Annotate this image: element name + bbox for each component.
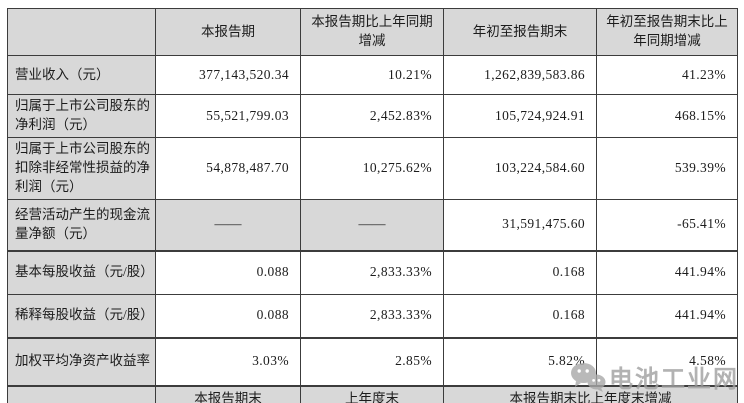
subheader-corner-cell — [7, 384, 156, 403]
table-row-operating-cash-flow: 经营活动产生的现金流量净额（元） —— —— 31,591,475.60 -65… — [7, 198, 738, 252]
cell-operating-cash-flow-ytd-yoy: -65.41% — [596, 198, 738, 252]
table-row-revenue: 营业收入（元） 377,143,520.34 10.21% 1,262,839,… — [7, 55, 738, 95]
table-row-diluted-eps: 稀释每股收益（元/股） 0.088 2,833.33% 0.168 441.94… — [7, 293, 738, 339]
cell-net-profit-yoy: 2,452.83% — [300, 94, 444, 138]
subheader-period-end-change: 本报告期末比上年度末增减 — [443, 384, 738, 403]
table-row-basic-eps: 基本每股收益（元/股） 0.088 2,833.33% 0.168 441.94… — [7, 249, 738, 295]
financial-summary-sheet: 本报告期 本报告期比上年同期增减 年初至报告期末 年初至报告期末比上年同期增减 … — [7, 8, 738, 403]
cell-operating-cash-flow-yoy: —— — [300, 198, 444, 252]
header-ytd: 年初至报告期末 — [443, 8, 597, 56]
cell-net-profit-ytd: 105,724,924.91 — [443, 94, 597, 138]
cell-deducted-net-profit-yoy: 10,275.62% — [300, 137, 444, 200]
header-corner-cell — [7, 8, 156, 56]
header-ytd-yoy: 年初至报告期末比上年同期增减 — [596, 8, 738, 56]
row-label-operating-cash-flow: 经营活动产生的现金流量净额（元） — [7, 198, 156, 252]
cell-basic-eps-ytd: 0.168 — [443, 249, 597, 295]
cell-weighted-avg-roe-current: 3.03% — [155, 336, 301, 387]
cell-revenue-ytd-yoy: 41.23% — [596, 55, 738, 95]
table-row-deducted-net-profit: 归属于上市公司股东的扣除非经常性损益的净利润（元） 54,878,487.70 … — [7, 137, 738, 200]
row-label-diluted-eps: 稀释每股收益（元/股） — [7, 293, 156, 339]
cell-revenue-ytd: 1,262,839,583.86 — [443, 55, 597, 95]
row-label-deducted-net-profit: 归属于上市公司股东的扣除非经常性损益的净利润（元） — [7, 137, 156, 200]
row-label-weighted-avg-roe: 加权平均净资产收益率 — [7, 336, 156, 387]
cell-net-profit-current: 55,521,799.03 — [155, 94, 301, 138]
table-subheader-row: 本报告期末 上年度末 本报告期末比上年度末增减 — [7, 384, 738, 403]
cell-diluted-eps-yoy: 2,833.33% — [300, 293, 444, 339]
table-row-weighted-avg-roe: 加权平均净资产收益率 3.03% 2.85% 5.82% 4.58% — [7, 336, 738, 387]
header-current-yoy: 本报告期比上年同期增减 — [300, 8, 444, 56]
financial-summary-table: 本报告期 本报告期比上年同期增减 年初至报告期末 年初至报告期末比上年同期增减 … — [7, 8, 738, 403]
cell-deducted-net-profit-current: 54,878,487.70 — [155, 137, 301, 200]
cell-basic-eps-current: 0.088 — [155, 249, 301, 295]
row-label-revenue: 营业收入（元） — [7, 55, 156, 95]
cell-diluted-eps-ytd: 0.168 — [443, 293, 597, 339]
cell-basic-eps-ytd-yoy: 441.94% — [596, 249, 738, 295]
table-row-net-profit: 归属于上市公司股东的净利润（元） 55,521,799.03 2,452.83%… — [7, 94, 738, 138]
cell-basic-eps-yoy: 2,833.33% — [300, 249, 444, 295]
subheader-prev-year-end: 上年度末 — [300, 384, 444, 403]
row-label-basic-eps: 基本每股收益（元/股） — [7, 249, 156, 295]
cell-deducted-net-profit-ytd: 103,224,584.60 — [443, 137, 597, 200]
cell-revenue-current: 377,143,520.34 — [155, 55, 301, 95]
subheader-period-end: 本报告期末 — [155, 384, 301, 403]
cell-weighted-avg-roe-ytd: 5.82% — [443, 336, 597, 387]
cell-diluted-eps-ytd-yoy: 441.94% — [596, 293, 738, 339]
cell-deducted-net-profit-ytd-yoy: 539.39% — [596, 137, 738, 200]
cell-weighted-avg-roe-ytd-yoy: 4.58% — [596, 336, 738, 387]
cell-net-profit-ytd-yoy: 468.15% — [596, 94, 738, 138]
table-header-row: 本报告期 本报告期比上年同期增减 年初至报告期末 年初至报告期末比上年同期增减 — [7, 8, 738, 56]
row-label-net-profit: 归属于上市公司股东的净利润（元） — [7, 94, 156, 138]
cell-weighted-avg-roe-yoy: 2.85% — [300, 336, 444, 387]
cell-diluted-eps-current: 0.088 — [155, 293, 301, 339]
cell-operating-cash-flow-ytd: 31,591,475.60 — [443, 198, 597, 252]
cell-operating-cash-flow-current: —— — [155, 198, 301, 252]
header-current-period: 本报告期 — [155, 8, 301, 56]
cell-revenue-yoy: 10.21% — [300, 55, 444, 95]
